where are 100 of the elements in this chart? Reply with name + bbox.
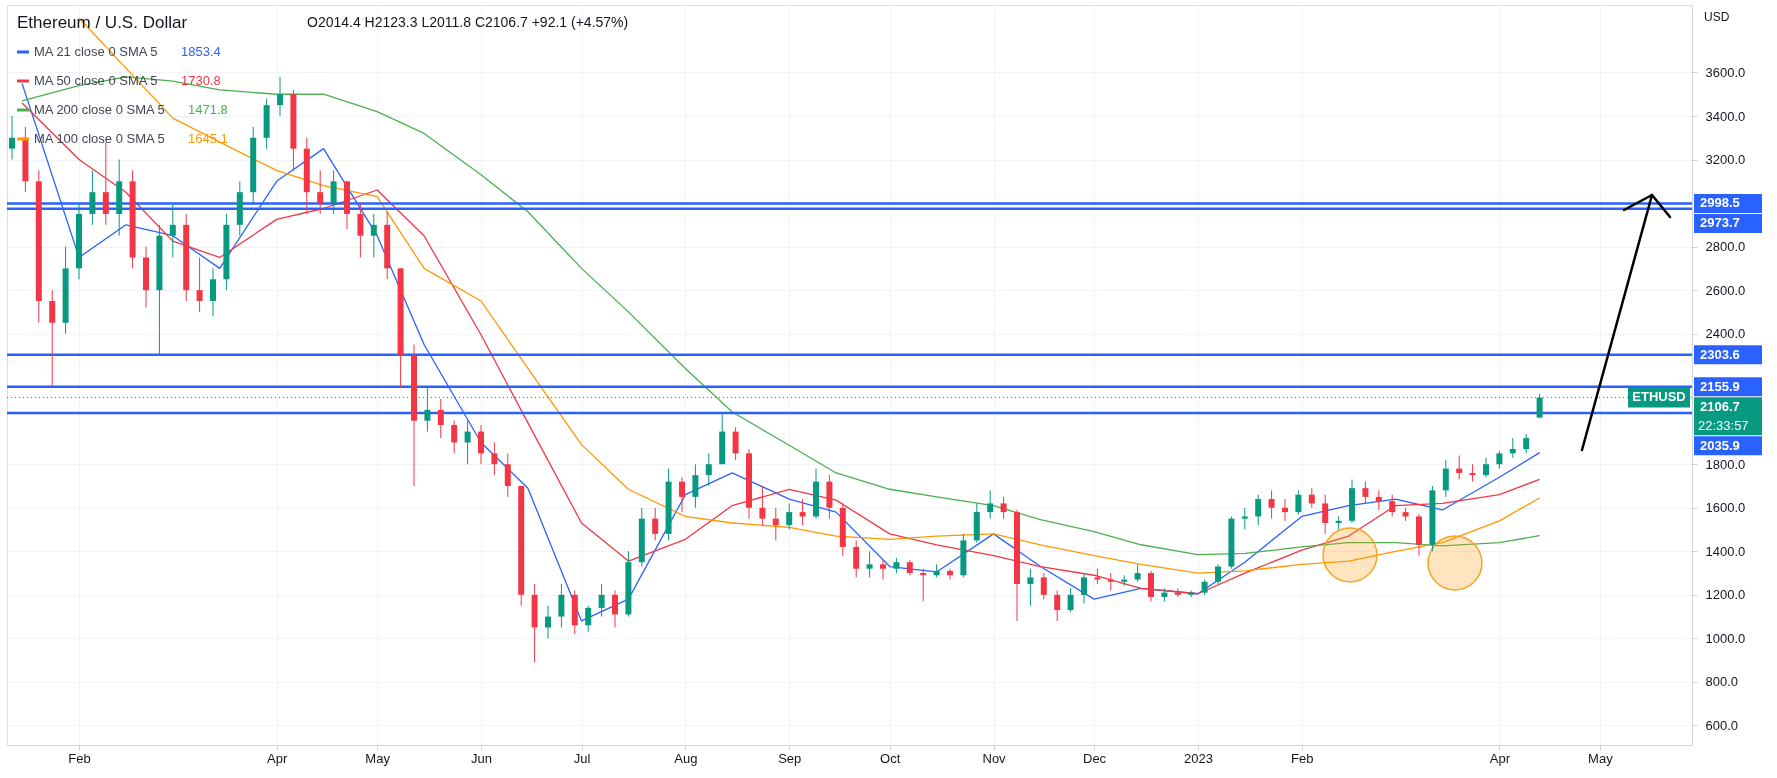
x-tick-label: 2023 <box>1183 750 1213 766</box>
candlestick <box>102 141 109 226</box>
candlestick <box>1442 459 1449 498</box>
x-tick-label: Nov <box>982 750 1007 766</box>
candlestick <box>451 420 458 454</box>
candlestick <box>330 169 337 215</box>
candlestick <box>1509 437 1516 459</box>
candlestick <box>504 452 511 498</box>
x-tick-label: Jun <box>471 750 492 766</box>
candlestick <box>987 489 994 520</box>
candlestick <box>1027 568 1034 607</box>
candlestick <box>1308 487 1315 509</box>
candlestick <box>370 213 377 258</box>
candlestick <box>196 256 203 313</box>
x-tick-label: Apr <box>1489 750 1511 766</box>
x-tick-label: Feb <box>1291 750 1314 766</box>
candlestick <box>1375 489 1382 511</box>
candlestick <box>1040 572 1047 600</box>
y-tick-label: 2400.0 <box>1705 326 1746 342</box>
annotation: 1730.8 <box>181 73 221 88</box>
annotation: ETHUSD <box>1632 389 1686 405</box>
candlestick <box>1241 507 1248 531</box>
x-tick-label: Dec <box>1082 750 1107 766</box>
x-tick-label: Feb <box>68 750 91 766</box>
candlestick <box>880 559 886 581</box>
candlestick <box>853 539 860 578</box>
x-tick-label: Oct <box>880 750 901 766</box>
legend-label: MA 200 close 0 SMA 5 <box>34 102 165 117</box>
candlestick <box>786 502 793 531</box>
y-tick-label: 3400.0 <box>1705 108 1746 124</box>
candlestick <box>1255 494 1262 526</box>
candlestick <box>866 550 873 578</box>
candlestick <box>1456 455 1463 480</box>
candlestick <box>1483 457 1489 478</box>
candlestick <box>1523 433 1530 454</box>
y-tick-label: 2800.0 <box>1705 239 1746 255</box>
candlestick <box>679 476 685 513</box>
candlestick <box>478 424 484 465</box>
candlestick <box>920 568 927 602</box>
candlestick <box>1295 489 1302 515</box>
candlestick <box>1054 589 1061 622</box>
candlestick <box>317 169 324 215</box>
candlestick <box>210 267 216 317</box>
candlestick <box>277 76 283 117</box>
candlestick <box>1322 494 1329 535</box>
candlestick <box>89 169 96 226</box>
text: USD <box>1704 10 1730 24</box>
ref-line-label: 2973.7 <box>1700 215 1740 231</box>
ref-line-label: 2035.9 <box>1700 437 1740 453</box>
candlestick <box>1081 572 1087 605</box>
candlestick <box>9 115 15 161</box>
y-tick-label: 3600.0 <box>1705 64 1746 80</box>
candlestick <box>759 485 766 526</box>
text: O2014.4 H2123.3 L2011.8 C2106.7 +92.1 (+4.57%) <box>307 14 629 30</box>
candlestick <box>491 441 498 476</box>
x-tick-label: Aug <box>674 750 698 766</box>
candlestick <box>772 507 779 541</box>
x-tick-label: Apr <box>267 750 288 766</box>
candlestick <box>1000 496 1007 520</box>
candlestick <box>545 605 551 639</box>
y-tick-label: 1800.0 <box>1705 456 1746 472</box>
candlestick <box>1268 489 1275 520</box>
ref-line-label: 2303.6 <box>1700 346 1740 362</box>
candlestick <box>947 568 953 581</box>
y-tick-label: 800.0 <box>1705 674 1739 690</box>
candlestick <box>1282 498 1288 522</box>
x-tick-label: May <box>365 750 391 766</box>
candlestick <box>1067 587 1074 613</box>
annotation: 1853.4 <box>181 44 221 59</box>
candlestick <box>49 289 56 387</box>
ref-line-label: 2155.9 <box>1700 378 1740 394</box>
candlestick <box>732 426 739 461</box>
candlestick <box>437 398 444 439</box>
candlestick <box>357 202 364 258</box>
candlestick <box>652 507 659 541</box>
ref-line-label: 2106.7 <box>1700 398 1740 414</box>
annotation: 1471.8 <box>188 102 228 117</box>
candlestick <box>799 498 806 526</box>
candlestick <box>1389 494 1396 517</box>
candlestick <box>1335 515 1342 531</box>
candlestick <box>558 583 565 628</box>
y-tick-label: 2600.0 <box>1705 282 1746 298</box>
candlestick <box>1362 481 1369 504</box>
ref-line-label: 2998.5 <box>1700 195 1740 211</box>
y-tick-label: 600.0 <box>1705 717 1739 733</box>
candlestick <box>424 387 431 433</box>
x-tick-label: Jul <box>573 750 591 766</box>
x-tick-label: Sep <box>778 750 802 766</box>
candlestick <box>705 452 712 487</box>
candlestick <box>612 589 618 628</box>
y-tick-label: 1000.0 <box>1705 630 1746 646</box>
candlestick <box>692 463 699 509</box>
y-tick-label: 3200.0 <box>1705 152 1746 168</box>
candlestick <box>585 605 592 633</box>
candlestick <box>598 583 605 618</box>
candlestick <box>169 202 176 258</box>
y-tick-label: 1400.0 <box>1705 543 1746 559</box>
x-tick-label: May <box>1588 750 1614 766</box>
text: 22:33:57 <box>1698 417 1749 433</box>
candlestick <box>1215 563 1221 585</box>
